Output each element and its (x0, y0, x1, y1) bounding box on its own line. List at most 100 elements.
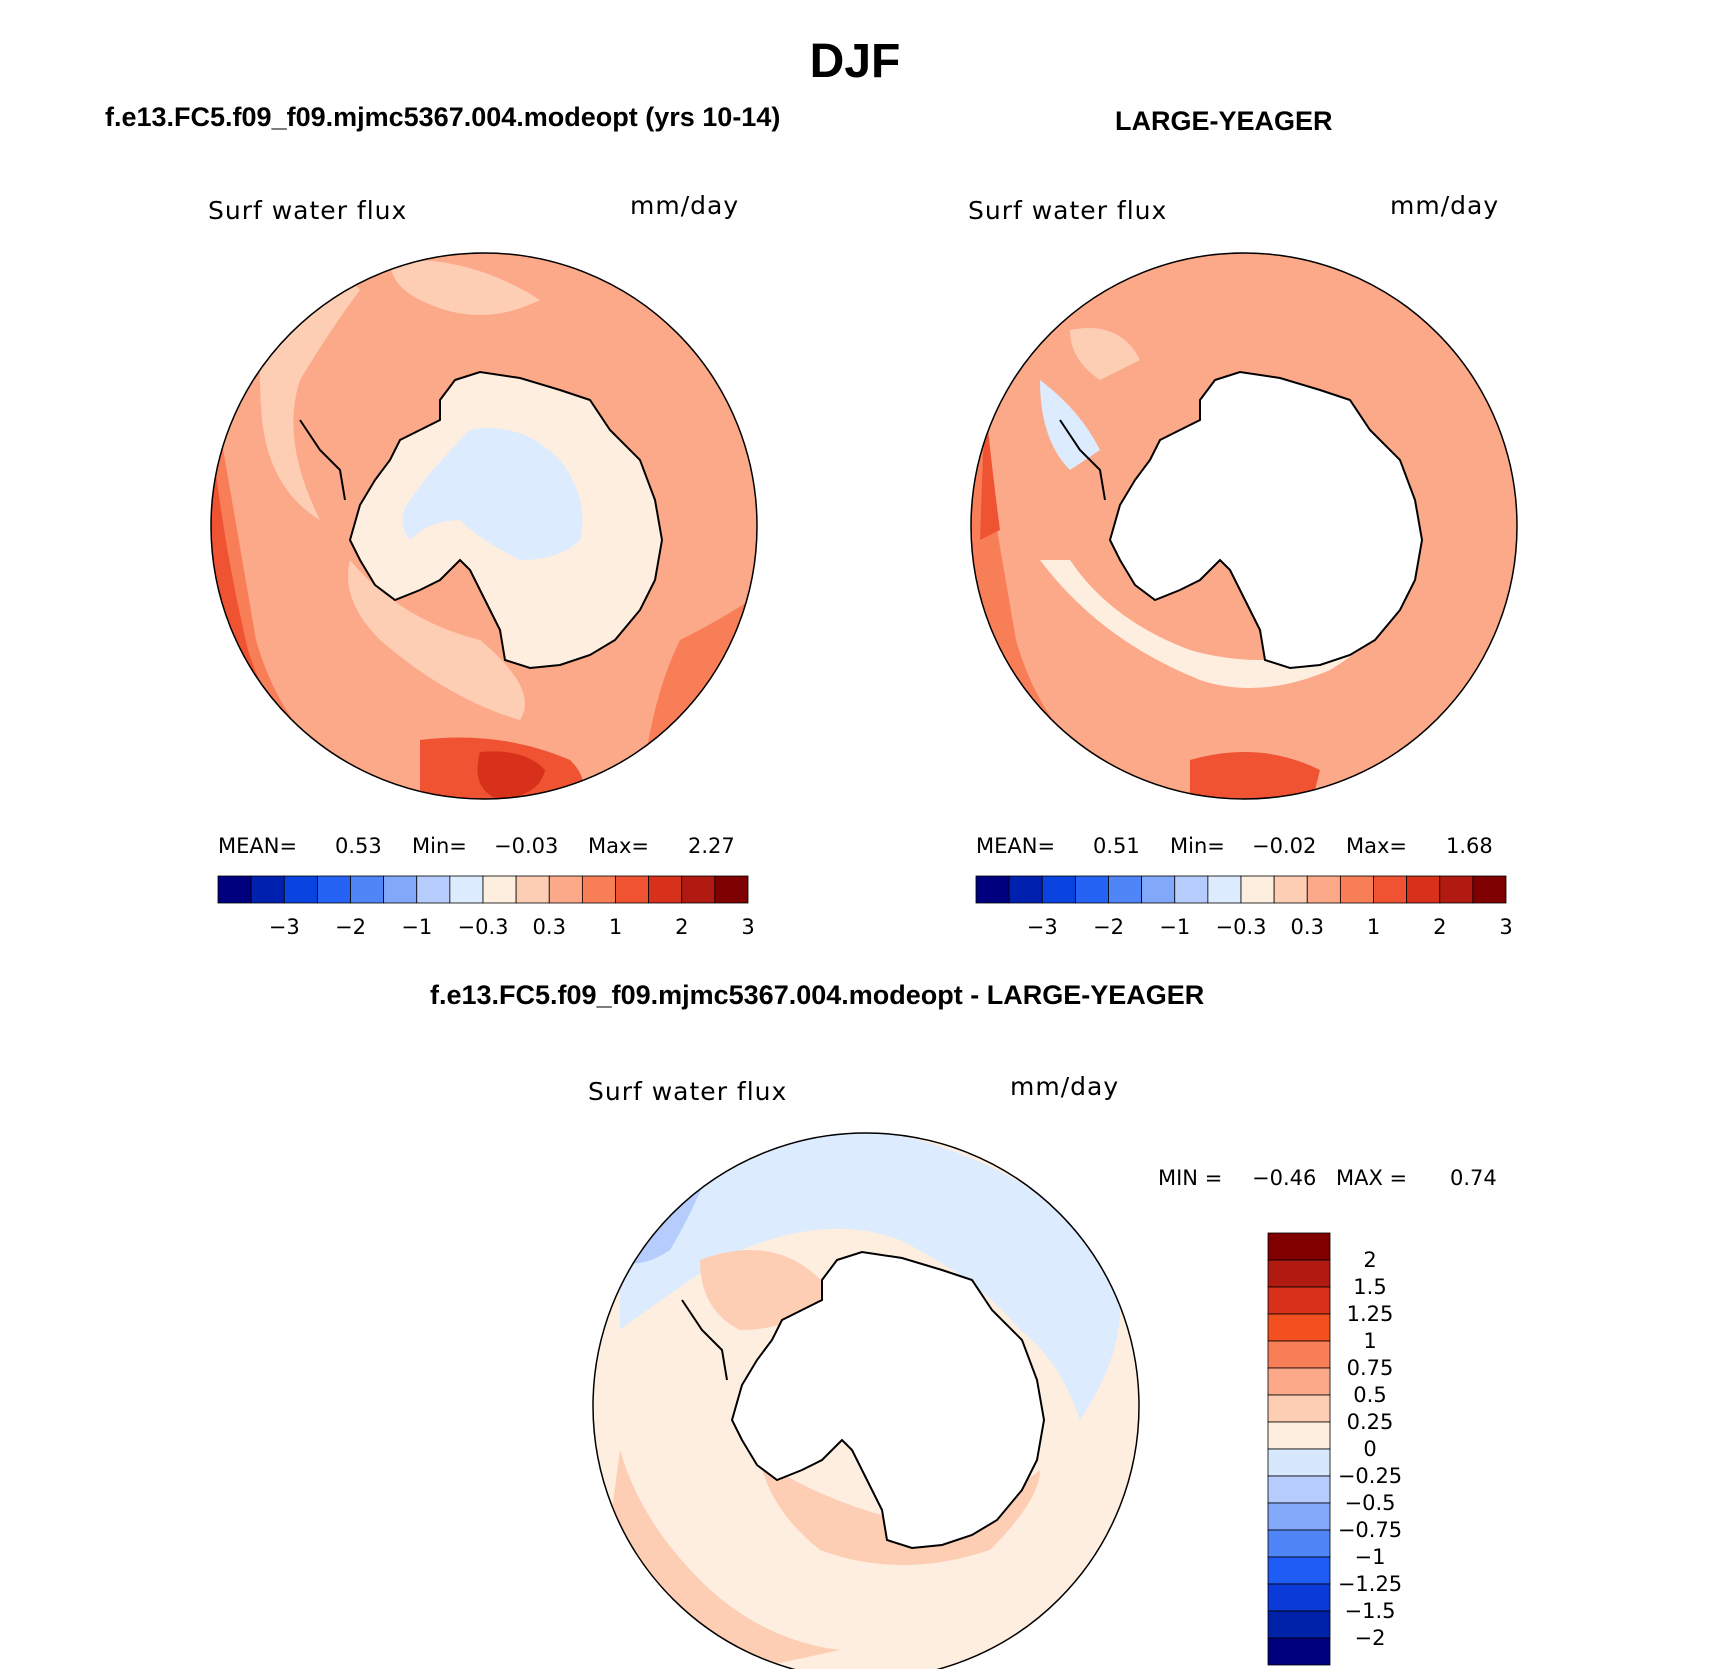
case-peninsula-outline (299, 419, 346, 501)
case-colorbar-swatch (581, 875, 616, 904)
diff-colorbar-tick-label: 0.5 (1353, 1383, 1386, 1407)
obs-colorbar-tick-label: 1 (1367, 915, 1380, 939)
case-units-label: mm/day (630, 191, 740, 220)
case-min-value: −0.03 (494, 834, 559, 858)
case-colorbar-swatch (250, 875, 285, 904)
diff-colorbar-tick-label: 0.75 (1347, 1356, 1394, 1380)
obs-colorbar-swatch (1141, 875, 1176, 904)
case-colorbar-swatch (383, 875, 418, 904)
diff-colorbar-swatch (1267, 1421, 1331, 1450)
obs-variable-label: Surf water flux (968, 196, 1168, 225)
case-light-patch-south (348, 560, 525, 720)
obs-colorbar-tick-label: 2 (1433, 915, 1446, 939)
case-map (210, 252, 758, 800)
obs-colorbar-swatch (1406, 875, 1441, 904)
diff-colorbar-tick-label: 1.25 (1347, 1302, 1394, 1326)
diff-colorbar-tick-label: 0 (1363, 1437, 1376, 1461)
obs-mean-value: 0.51 (1093, 834, 1140, 858)
diff-colorbar-tick-label: −1 (1355, 1545, 1386, 1569)
difference-title: f.e13.FC5.f09_f09.mjmc5367.004.modeopt -… (430, 980, 1205, 1010)
diff-colorbar-tick-label: −1.25 (1338, 1572, 1402, 1596)
case-colorbar: −3 −2 −1 −0.3 0.3 1 2 3 (217, 875, 755, 939)
case-colorbar-tick-label: 3 (741, 915, 754, 939)
obs-colorbar-swatch (1339, 875, 1374, 904)
case-variable-label: Surf water flux (208, 196, 408, 225)
case-colorbar-tick-label: −2 (335, 915, 366, 939)
case-light-patch-top (390, 259, 540, 315)
obs-colorbar-swatch (1041, 875, 1076, 904)
obs-colorbar-swatch (1306, 875, 1341, 904)
obs-colorbar-swatch (1174, 875, 1209, 904)
case-max-label: Max= (588, 834, 650, 858)
diff-map (592, 1132, 1140, 1669)
diff-colorbar-tick-label: 2 (1363, 1248, 1376, 1272)
diff-units-label: mm/day (1010, 1072, 1120, 1101)
diff-colorbar-swatch (1267, 1340, 1331, 1369)
case-colorbar-swatch (681, 875, 716, 904)
obs-min-value: −0.02 (1252, 834, 1317, 858)
diff-wet-patch-north (700, 1250, 830, 1330)
obs-colorbar-swatch (1273, 875, 1308, 904)
diff-colorbar-swatch (1267, 1637, 1331, 1666)
obs-colorbar-swatch (975, 875, 1010, 904)
diff-max-value: 0.74 (1450, 1166, 1497, 1190)
diff-colorbar-swatch (1267, 1502, 1331, 1531)
case-title: f.e13.FC5.f09_f09.mjmc5367.004.modeopt (… (105, 102, 781, 132)
case-colorbar-swatch (350, 875, 385, 904)
diff-colorbar-tick-label: −0.75 (1338, 1518, 1402, 1542)
case-colorbar-swatch (416, 875, 451, 904)
obs-peninsula-outline (1059, 419, 1106, 501)
obs-colorbar-swatch (1373, 875, 1408, 904)
obs-colorbar-swatch (1472, 875, 1507, 904)
diff-colorbar-swatch (1267, 1610, 1331, 1639)
case-colorbar-swatch (548, 875, 583, 904)
case-colorbar-swatch (515, 875, 550, 904)
diff-variable-label: Surf water flux (588, 1077, 788, 1106)
obs-colorbar-tick-label: −1 (1159, 915, 1190, 939)
diff-colorbar-swatch (1267, 1475, 1331, 1504)
obs-colorbar-tick-label: −2 (1093, 915, 1124, 939)
obs-antarctica (1108, 370, 1424, 670)
diff-max-label: MAX = (1336, 1166, 1408, 1190)
diff-colorbar-swatch (1267, 1556, 1331, 1585)
case-colorbar-swatch (615, 875, 650, 904)
case-colorbar-swatch (714, 875, 749, 904)
case-mean-value: 0.53 (335, 834, 382, 858)
diff-colorbar-tick-label: −0.5 (1345, 1491, 1396, 1515)
main-title: DJF (809, 35, 901, 88)
case-colorbar-tick-label: 0.3 (533, 915, 566, 939)
obs-map (970, 252, 1518, 800)
diff-colorbar-tick-label: 0.25 (1347, 1410, 1394, 1434)
diff-colorbar-swatch (1267, 1259, 1331, 1288)
obs-colorbar-swatch (1074, 875, 1109, 904)
obs-colorbar-tick-label: −0.3 (1216, 915, 1267, 939)
obs-units-label: mm/day (1390, 191, 1500, 220)
case-mean-label: MEAN= (218, 834, 298, 858)
diff-wet-ring-south (760, 1460, 1040, 1565)
diff-colorbar-swatch (1267, 1583, 1331, 1612)
diff-colorbar-swatch (1267, 1529, 1331, 1558)
obs-colorbar-swatch (1439, 875, 1474, 904)
obs-colorbar-swatch (1207, 875, 1242, 904)
case-colorbar-swatch (482, 875, 517, 904)
diff-colorbar-tick-label: 1.5 (1353, 1275, 1386, 1299)
obs-title: LARGE-YEAGER (1115, 106, 1333, 136)
case-wet-peak-south (477, 751, 545, 799)
diff-colorbar: 2 1.5 1.25 1 0.75 0.5 0.25 0 −0.25 −0.5 −0.75 −1 −1.… (1267, 1232, 1402, 1666)
case-colorbar-swatch (316, 875, 351, 904)
diff-map-boundary (592, 1132, 1140, 1669)
case-min-label: Min= (412, 834, 467, 858)
diff-colorbar-swatch (1267, 1448, 1331, 1477)
diff-colorbar-swatch (1267, 1394, 1331, 1423)
obs-dry-patch (1040, 380, 1100, 470)
diff-colorbar-swatch (1267, 1286, 1331, 1315)
diff-antarctica (730, 1250, 1046, 1550)
obs-min-label: Min= (1170, 834, 1225, 858)
obs-colorbar-tick-label: 0.3 (1291, 915, 1324, 939)
diff-colorbar-swatch (1267, 1232, 1331, 1261)
case-colorbar-tick-label: 2 (675, 915, 688, 939)
case-max-value: 2.27 (688, 834, 735, 858)
diff-colorbar-tick-label: −1.5 (1345, 1599, 1396, 1623)
obs-map-boundary (970, 252, 1518, 800)
